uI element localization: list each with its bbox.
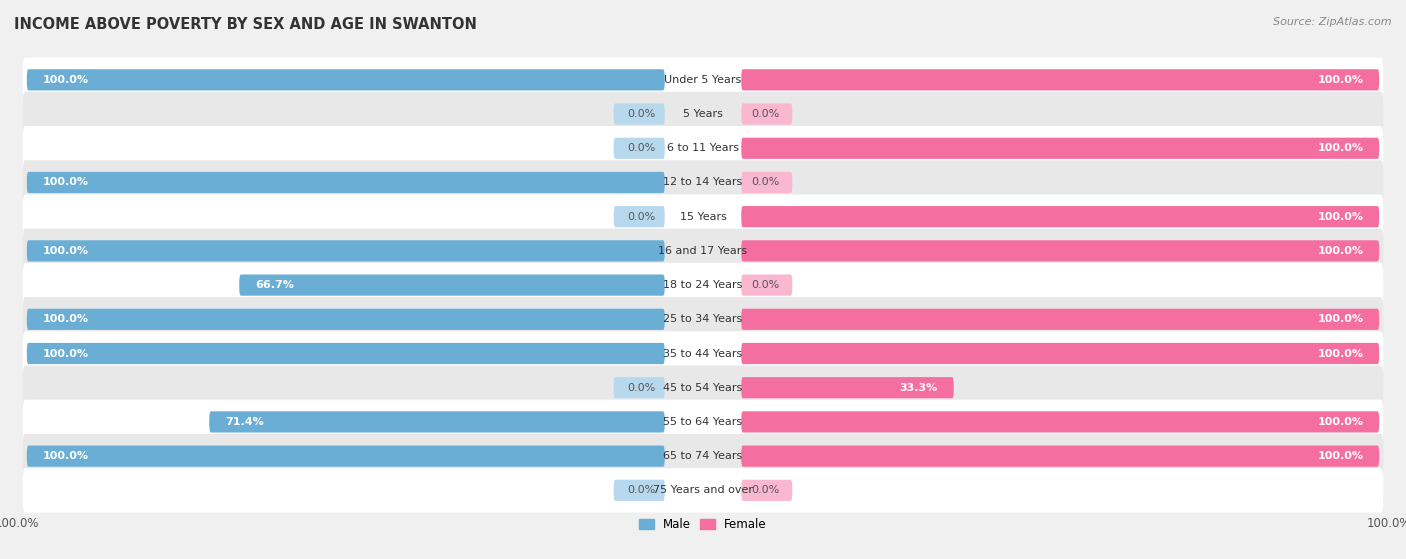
FancyBboxPatch shape [613,480,665,501]
FancyBboxPatch shape [22,126,1384,170]
Text: Under 5 Years: Under 5 Years [665,75,741,85]
Text: 100.0%: 100.0% [42,314,89,324]
Text: 0.0%: 0.0% [627,485,655,495]
FancyBboxPatch shape [22,468,1384,513]
FancyBboxPatch shape [27,446,665,467]
Text: 55 to 64 Years: 55 to 64 Years [664,417,742,427]
Text: 12 to 14 Years: 12 to 14 Years [664,177,742,187]
FancyBboxPatch shape [741,411,1379,433]
FancyBboxPatch shape [741,343,1379,364]
FancyBboxPatch shape [27,343,665,364]
FancyBboxPatch shape [22,92,1384,136]
FancyBboxPatch shape [22,195,1384,239]
FancyBboxPatch shape [27,172,665,193]
Text: 5 Years: 5 Years [683,109,723,119]
Text: INCOME ABOVE POVERTY BY SEX AND AGE IN SWANTON: INCOME ABOVE POVERTY BY SEX AND AGE IN S… [14,17,477,32]
FancyBboxPatch shape [741,172,793,193]
Text: 100.0%: 100.0% [1317,75,1364,85]
FancyBboxPatch shape [741,138,1379,159]
Text: 0.0%: 0.0% [627,143,655,153]
Text: 100.0%: 100.0% [1317,348,1364,358]
Text: 100.0%: 100.0% [42,177,89,187]
Text: 100.0%: 100.0% [1317,314,1364,324]
FancyBboxPatch shape [741,480,793,501]
Text: 18 to 24 Years: 18 to 24 Years [664,280,742,290]
Text: 0.0%: 0.0% [751,485,779,495]
Text: 16 and 17 Years: 16 and 17 Years [658,246,748,256]
FancyBboxPatch shape [22,58,1384,102]
Text: 100.0%: 100.0% [1317,143,1364,153]
Text: 75 Years and over: 75 Years and over [652,485,754,495]
Text: 0.0%: 0.0% [627,109,655,119]
FancyBboxPatch shape [209,411,665,433]
FancyBboxPatch shape [22,160,1384,205]
Text: 100.0%: 100.0% [1317,451,1364,461]
Text: 33.3%: 33.3% [900,383,938,393]
Text: 100.0%: 100.0% [1317,417,1364,427]
FancyBboxPatch shape [22,400,1384,444]
FancyBboxPatch shape [741,274,793,296]
Text: 71.4%: 71.4% [225,417,264,427]
FancyBboxPatch shape [239,274,665,296]
Text: Source: ZipAtlas.com: Source: ZipAtlas.com [1274,17,1392,27]
FancyBboxPatch shape [741,240,1379,262]
FancyBboxPatch shape [27,309,665,330]
FancyBboxPatch shape [22,366,1384,410]
Text: 25 to 34 Years: 25 to 34 Years [664,314,742,324]
Text: 100.0%: 100.0% [1317,212,1364,222]
FancyBboxPatch shape [22,263,1384,307]
FancyBboxPatch shape [22,331,1384,376]
FancyBboxPatch shape [613,377,665,399]
FancyBboxPatch shape [741,206,1379,228]
FancyBboxPatch shape [27,69,665,91]
FancyBboxPatch shape [741,69,1379,91]
Text: 0.0%: 0.0% [751,109,779,119]
FancyBboxPatch shape [22,297,1384,342]
Text: 100.0%: 100.0% [1317,246,1364,256]
FancyBboxPatch shape [613,206,665,228]
Text: 100.0%: 100.0% [42,75,89,85]
FancyBboxPatch shape [741,103,793,125]
Text: 45 to 54 Years: 45 to 54 Years [664,383,742,393]
FancyBboxPatch shape [613,103,665,125]
Text: 100.0%: 100.0% [42,246,89,256]
Text: 35 to 44 Years: 35 to 44 Years [664,348,742,358]
FancyBboxPatch shape [22,229,1384,273]
Text: 100.0%: 100.0% [42,348,89,358]
Text: 66.7%: 66.7% [256,280,294,290]
Text: 0.0%: 0.0% [751,177,779,187]
FancyBboxPatch shape [741,377,953,399]
FancyBboxPatch shape [27,240,665,262]
Text: 100.0%: 100.0% [42,451,89,461]
FancyBboxPatch shape [22,434,1384,479]
FancyBboxPatch shape [613,138,665,159]
Text: 0.0%: 0.0% [751,280,779,290]
Text: 0.0%: 0.0% [627,383,655,393]
FancyBboxPatch shape [741,309,1379,330]
Text: 15 Years: 15 Years [679,212,727,222]
Text: 65 to 74 Years: 65 to 74 Years [664,451,742,461]
Legend: Male, Female: Male, Female [634,513,772,536]
Text: 6 to 11 Years: 6 to 11 Years [666,143,740,153]
Text: 0.0%: 0.0% [627,212,655,222]
FancyBboxPatch shape [741,446,1379,467]
